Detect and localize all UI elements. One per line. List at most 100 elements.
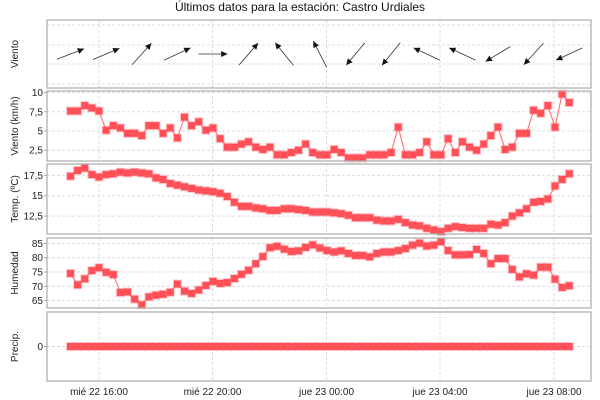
data-point [208, 276, 218, 286]
data-point [158, 342, 168, 351]
panel-border [46, 311, 592, 382]
data-point [123, 168, 132, 178]
data-point [180, 286, 189, 296]
data-point [73, 166, 83, 176]
data-point [358, 250, 368, 260]
data-point [386, 216, 396, 226]
data-point [265, 243, 275, 253]
x-tick-label: jue 23 04:00 [411, 387, 467, 398]
data-point [450, 222, 460, 232]
arrow-head [485, 55, 493, 62]
data-point [115, 288, 125, 298]
arrow-head [413, 47, 421, 54]
data-point [315, 150, 325, 160]
data-point [201, 280, 211, 290]
data-point [172, 180, 182, 190]
y-tick-label: 85 [32, 239, 44, 250]
panel-3: Humedad 65 70 75 80 85 [10, 237, 592, 310]
data-point [514, 208, 524, 218]
data-point [365, 342, 375, 351]
data-point [479, 342, 489, 351]
data-point [251, 259, 261, 269]
panel-border [46, 163, 592, 235]
data-point [108, 270, 118, 280]
data-point [343, 210, 353, 220]
data-point [472, 223, 482, 233]
data-point [529, 105, 539, 115]
data-point [336, 246, 346, 256]
data-point [429, 342, 439, 351]
data-point [365, 213, 375, 223]
data-point [351, 250, 360, 260]
data-point [286, 204, 296, 214]
data-point [265, 142, 275, 152]
data-point [130, 294, 140, 304]
arrow-head [144, 43, 152, 50]
data-point [130, 128, 140, 138]
data-point [429, 240, 439, 250]
data-point [279, 204, 289, 214]
data-point [244, 201, 254, 211]
data-point [522, 128, 531, 138]
wind-direction-arrow [345, 42, 366, 66]
data-point [187, 288, 197, 298]
data-point [66, 106, 75, 116]
data-point [137, 300, 147, 310]
wind-direction-arrow [92, 47, 120, 61]
data-point [265, 342, 275, 351]
data-point [158, 289, 168, 299]
wind-direction-arrow [485, 46, 511, 62]
data-point [443, 342, 453, 351]
data-point [457, 137, 467, 147]
data-point [115, 342, 125, 351]
panel-border [46, 19, 592, 89]
data-point [343, 153, 353, 163]
data-point [493, 254, 503, 264]
data-point [123, 128, 132, 138]
data-point [294, 205, 303, 215]
data-point [172, 133, 182, 143]
data-point [507, 342, 517, 351]
data-point [422, 137, 432, 147]
data-point [329, 144, 339, 154]
data-point [514, 342, 524, 351]
data-point [180, 342, 189, 351]
data-point [529, 342, 539, 351]
wind-direction-arrow [449, 47, 476, 61]
data-point [151, 121, 161, 131]
data-point [87, 103, 97, 113]
data-point [272, 205, 282, 215]
data-point [429, 225, 439, 235]
data-point [194, 285, 204, 295]
x-tick-label: mié 22 16:00 [70, 387, 128, 398]
data-point [308, 207, 318, 217]
data-point [343, 342, 353, 351]
data-point [550, 181, 560, 191]
data-point [536, 196, 546, 206]
data-point [443, 134, 453, 144]
data-point [137, 131, 147, 141]
data-point [158, 174, 168, 184]
data-point [557, 89, 567, 99]
data-point [308, 240, 318, 250]
data-point [358, 342, 368, 351]
panel-border [46, 90, 592, 162]
data-point [265, 205, 275, 215]
arrow-head [275, 42, 282, 50]
arrow-head [556, 54, 564, 61]
y-tick-label: 80 [32, 253, 44, 264]
data-point [194, 117, 204, 127]
arrow-head [251, 43, 259, 50]
data-point [137, 168, 147, 178]
data-point [237, 139, 246, 149]
data-point [507, 142, 517, 152]
data-point [315, 207, 325, 217]
data-point [108, 342, 118, 351]
data-point [343, 248, 353, 258]
data-point [479, 139, 489, 149]
data-point [351, 342, 360, 351]
data-point [180, 112, 189, 122]
data-point [457, 250, 467, 260]
data-point [372, 150, 382, 160]
data-point [400, 342, 410, 351]
